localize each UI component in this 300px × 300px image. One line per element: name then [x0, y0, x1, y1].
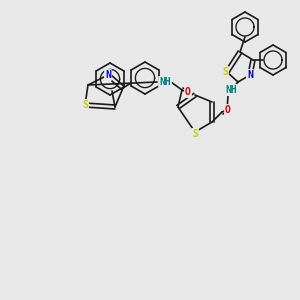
Text: N: N [247, 70, 253, 80]
Text: N: N [105, 70, 111, 80]
Text: S: S [222, 67, 228, 77]
Text: S: S [82, 100, 88, 110]
Text: NH: NH [225, 85, 237, 95]
Text: S: S [192, 129, 198, 139]
Text: O: O [185, 87, 191, 97]
Text: NH: NH [159, 77, 171, 87]
Text: O: O [225, 105, 231, 115]
